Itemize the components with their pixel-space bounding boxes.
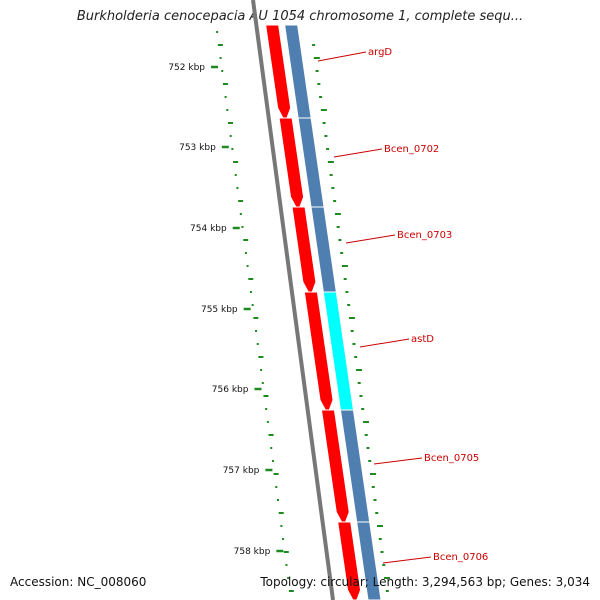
cds-arrow bbox=[291, 206, 317, 293]
gene-leader-line bbox=[382, 556, 432, 564]
kbp-tick-label: 752 kbp bbox=[168, 63, 205, 73]
gc-skew-track bbox=[216, 31, 391, 592]
gene-leader-line bbox=[345, 234, 396, 244]
backbone-line bbox=[251, 0, 335, 600]
gene-leader-line bbox=[373, 457, 423, 465]
cds-arrow bbox=[337, 521, 362, 600]
gene-leader-line bbox=[333, 148, 383, 158]
cog-track bbox=[284, 24, 382, 600]
kbp-scale: 752 kbp 753 kbp 754 kbp 755 kbp 756 kbp 757 k… bbox=[168, 63, 284, 557]
kbp-tick-label: 758 kbp bbox=[234, 547, 271, 557]
kbp-tick-label: 754 kbp bbox=[190, 224, 227, 234]
kbp-tick-label: 755 kbp bbox=[201, 305, 238, 315]
gene-label: Bcen_0703 bbox=[397, 230, 452, 241]
kbp-tick-label: 757 kbp bbox=[223, 466, 260, 476]
gene-label: astD bbox=[411, 334, 434, 345]
gene-labels: argD Bcen_0702 Bcen_0703 astD Bcen_0705 Bcen_… bbox=[317, 47, 488, 564]
cds-track bbox=[265, 24, 362, 600]
gene-leader-line bbox=[317, 51, 367, 62]
backbone-track bbox=[251, 0, 335, 600]
kbp-tick-label: 753 kbp bbox=[179, 143, 216, 153]
accession-text: Accession: NC_008060 bbox=[10, 575, 147, 589]
genome-summary-text: Topology: circular; Length: 3,294,563 bp… bbox=[260, 575, 590, 589]
gene-label: argD bbox=[368, 47, 392, 58]
gene-label: Bcen_0702 bbox=[384, 144, 439, 155]
gene-label: Bcen_0706 bbox=[433, 552, 488, 563]
map-title: Burkholderia cenocepacia AU 1054 chromos… bbox=[76, 9, 524, 24]
kbp-tick-label: 756 kbp bbox=[212, 385, 249, 395]
gene-label: Bcen_0705 bbox=[424, 453, 479, 464]
cog-segment bbox=[356, 521, 382, 600]
gene-leader-line bbox=[359, 338, 410, 348]
